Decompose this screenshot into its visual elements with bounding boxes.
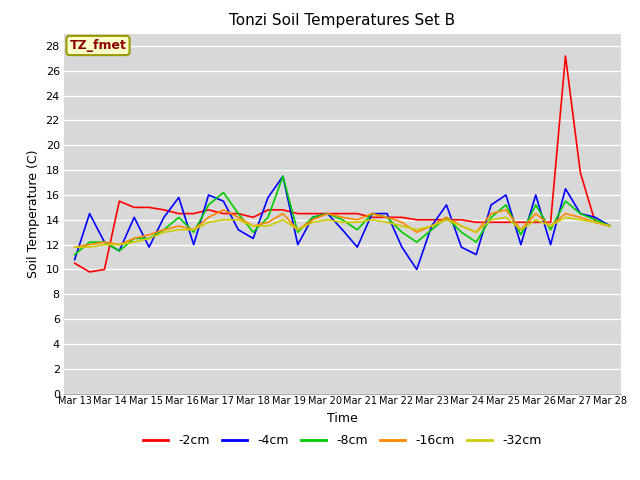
- Text: TZ_fmet: TZ_fmet: [70, 39, 127, 52]
- Title: Tonzi Soil Temperatures Set B: Tonzi Soil Temperatures Set B: [229, 13, 456, 28]
- Legend: -2cm, -4cm, -8cm, -16cm, -32cm: -2cm, -4cm, -8cm, -16cm, -32cm: [138, 429, 547, 452]
- Y-axis label: Soil Temperature (C): Soil Temperature (C): [27, 149, 40, 278]
- X-axis label: Time: Time: [327, 412, 358, 425]
